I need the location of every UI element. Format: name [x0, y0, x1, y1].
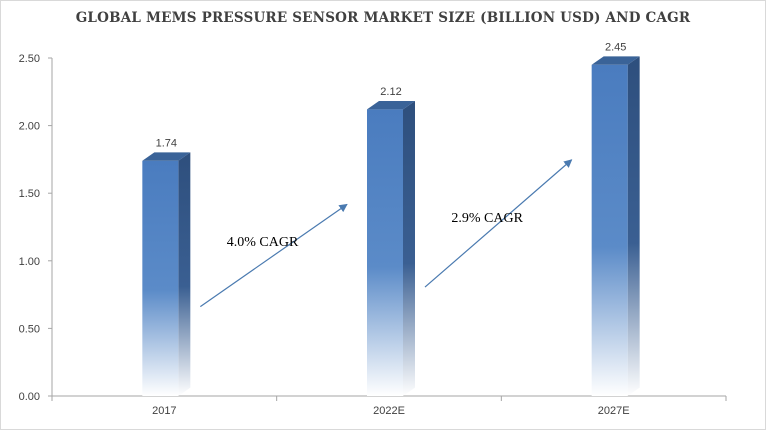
y-tick-label: 1.50	[19, 188, 40, 200]
y-tick-label: 0.50	[19, 323, 40, 335]
bar: 2.12	[367, 86, 415, 396]
y-tick-label: 2.00	[19, 121, 40, 133]
bar-data-label: 2.45	[605, 41, 626, 53]
bar-front-face	[591, 64, 628, 396]
cagr-label: 2.9% CAGR	[451, 211, 523, 226]
bar-top-cap	[367, 100, 415, 110]
bar-data-label: 2.12	[380, 86, 401, 98]
cagr-label: 4.0% CAGR	[227, 235, 299, 250]
chart-title: GLOBAL MEMS PRESSURE SENSOR MARKET SIZE …	[75, 10, 691, 26]
y-tick-label: 2.50	[19, 53, 40, 65]
bar-side-face	[403, 100, 415, 396]
x-tick-label: 2017	[152, 405, 176, 417]
bar-front-face	[142, 160, 179, 396]
bar-front-face	[367, 109, 403, 396]
x-tick-label: 2022E	[373, 405, 405, 417]
cagr-arrow	[199, 203, 348, 308]
bar-top-cap	[591, 56, 640, 65]
x-tick-label: 2027E	[598, 405, 630, 417]
bar: 2.45	[591, 41, 640, 397]
y-tick-label: 1.00	[19, 256, 40, 268]
bar-side-face	[627, 56, 640, 397]
y-tick-label: 0.00	[19, 391, 40, 403]
bar-top-cap	[142, 152, 191, 161]
cagr-arrow	[424, 159, 573, 288]
bar-side-face	[178, 152, 191, 396]
bar: 1.74	[142, 137, 191, 396]
bar-data-label: 1.74	[156, 137, 177, 149]
